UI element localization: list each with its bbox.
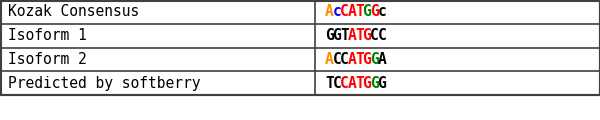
Text: G: G (370, 52, 379, 67)
Text: G: G (377, 76, 386, 91)
Text: c: c (332, 4, 341, 19)
Text: C: C (370, 28, 379, 43)
Text: Isoform 2: Isoform 2 (8, 52, 87, 67)
Text: G: G (325, 28, 334, 43)
Text: A: A (325, 4, 334, 19)
Text: A: A (347, 4, 356, 19)
Text: A: A (347, 28, 356, 43)
Text: G: G (370, 4, 379, 19)
Text: G: G (362, 28, 371, 43)
Text: G: G (362, 52, 371, 67)
Text: C: C (340, 4, 349, 19)
Text: c: c (377, 4, 386, 19)
Text: A: A (347, 52, 356, 67)
Text: C: C (377, 28, 386, 43)
Text: T: T (340, 28, 349, 43)
Text: Kozak Consensus: Kozak Consensus (8, 4, 139, 19)
Text: G: G (370, 76, 379, 91)
Text: C: C (332, 52, 341, 67)
Text: G: G (362, 76, 371, 91)
Text: T: T (355, 4, 364, 19)
Text: G: G (362, 4, 371, 19)
Text: T: T (355, 52, 364, 67)
Text: A: A (377, 52, 386, 67)
Text: C: C (340, 76, 349, 91)
Text: C: C (340, 52, 349, 67)
Text: T: T (325, 76, 334, 91)
Text: Predicted by softberry: Predicted by softberry (8, 76, 200, 91)
Bar (1, 0, 599, 95)
Text: C: C (332, 76, 341, 91)
Text: Isoform 1: Isoform 1 (8, 28, 87, 43)
Text: G: G (332, 28, 341, 43)
Text: T: T (355, 28, 364, 43)
Bar (0, 0, 600, 95)
Text: T: T (355, 76, 364, 91)
Text: A: A (325, 52, 334, 67)
Text: A: A (347, 76, 356, 91)
